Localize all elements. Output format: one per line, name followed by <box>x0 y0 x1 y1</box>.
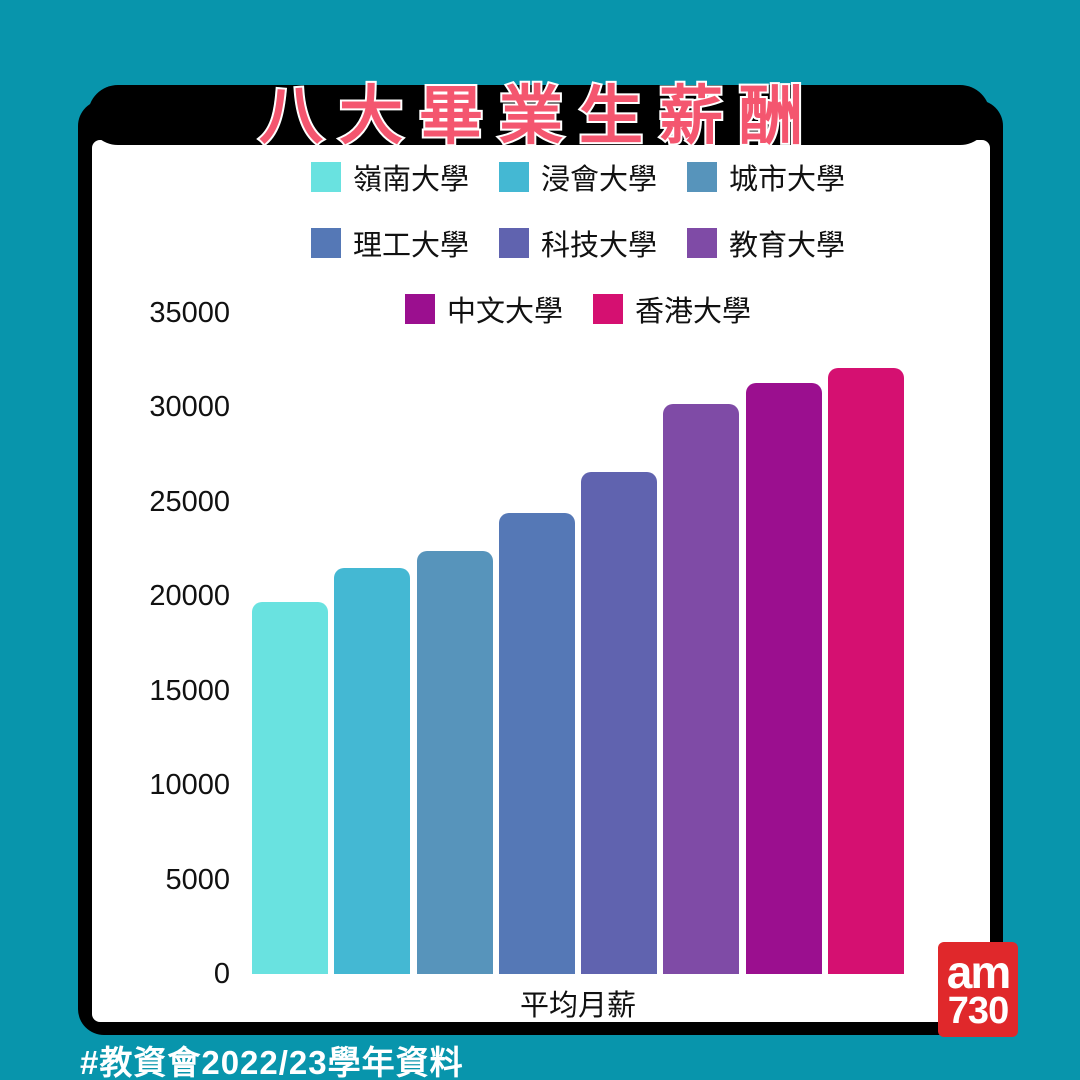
y-axis-tick-label: 0 <box>213 958 230 990</box>
y-axis-tick-label: 10000 <box>149 769 230 802</box>
legend-swatch <box>687 228 717 258</box>
y-axis-tick-label: 35000 <box>149 297 230 329</box>
y-axis-tick-label: 25000 <box>149 485 230 518</box>
legend-swatch <box>498 162 529 192</box>
y-axis-tick-label: 30000 <box>149 391 230 424</box>
legend-item-7: 中文大學 <box>404 288 563 330</box>
legend-swatch <box>593 294 623 324</box>
bar-5-科技大學 <box>581 471 658 974</box>
legend-row: 中文大學 香港大學 <box>390 288 766 330</box>
am730-logo-am: am <box>946 945 1012 998</box>
source-hashtag: #教資會2022/23學年資料 <box>80 1044 464 1080</box>
legend-label: 香港大學 <box>635 296 752 328</box>
bar-8-香港大學 <box>828 367 904 974</box>
y-axis-tick-label: 5000 <box>165 863 230 896</box>
page-title: 八大畢業生薪酬 <box>257 78 819 154</box>
legend-swatch <box>498 228 529 258</box>
bar-1-嶺南大學 <box>252 601 328 974</box>
legend-item-1: 嶺南大學 <box>310 156 469 198</box>
legend-swatch <box>310 228 341 258</box>
bar-7-中文大學 <box>745 382 822 974</box>
legend-item-2: 浸會大學 <box>498 156 657 198</box>
legend-item-6: 教育大學 <box>687 222 845 264</box>
legend-item-8: 香港大學 <box>593 288 751 330</box>
legend-row: 理工大學 科技大學 教育大學 <box>296 222 860 264</box>
legend-label: 中文大學 <box>446 296 563 328</box>
legend-label: 教育大學 <box>729 230 846 262</box>
legend-label: 嶺南大學 <box>352 164 469 196</box>
x-axis-label: 平均月薪 <box>519 990 636 1022</box>
bar-3-城市大學 <box>416 550 493 974</box>
legend-item-4: 理工大學 <box>310 222 469 264</box>
chart-legend: 嶺南大學 浸會大學 城市大學理工大學 科技大學 教育大學中文大學 香港大學 <box>252 156 904 354</box>
am730-logo: am 730 <box>938 942 1018 1037</box>
legend-item-3: 城市大學 <box>687 156 845 198</box>
legend-swatch <box>404 294 435 324</box>
y-axis-tick-label: 15000 <box>149 674 230 707</box>
legend-swatch <box>310 162 341 192</box>
bar-6-教育大學 <box>663 403 740 974</box>
legend-label: 城市大學 <box>729 164 846 196</box>
legend-label: 浸會大學 <box>540 164 657 196</box>
legend-label: 科技大學 <box>540 230 657 262</box>
y-axis-tick-label: 20000 <box>149 580 230 613</box>
bar-2-浸會大學 <box>334 567 411 974</box>
legend-label: 理工大學 <box>352 230 469 262</box>
bar-4-理工大學 <box>498 513 575 974</box>
am730-logo-730: 730 <box>947 989 1009 1032</box>
legend-row: 嶺南大學 浸會大學 城市大學 <box>296 156 860 198</box>
title-banner: 八大畢業生薪酬 <box>88 78 990 154</box>
legend-item-5: 科技大學 <box>498 222 657 264</box>
legend-swatch <box>687 162 717 192</box>
